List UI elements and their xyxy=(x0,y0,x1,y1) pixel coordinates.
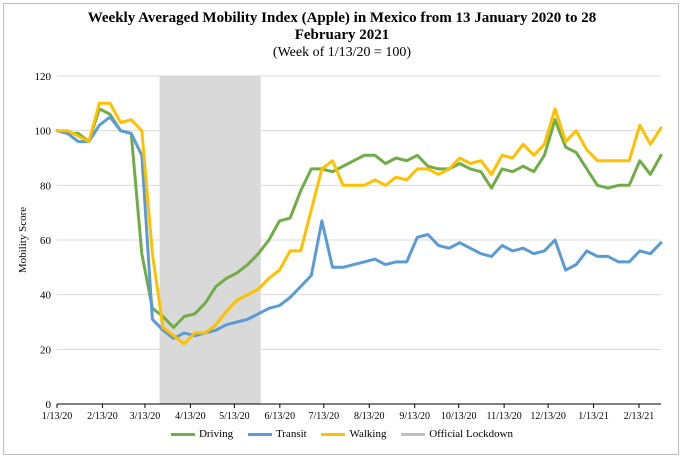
legend-swatch-walking xyxy=(321,432,346,436)
series-line-transit xyxy=(55,115,663,340)
y-tick-label: 0 xyxy=(46,399,52,411)
series-line-driving xyxy=(55,107,663,329)
chart-title: Weekly Averaged Mobility Index (Apple) i… xyxy=(87,10,597,43)
legend-swatch-transit xyxy=(247,432,272,436)
x-tick-label: 7/13/20 xyxy=(309,411,340,422)
x-tick-label: 1/13/21 xyxy=(578,411,609,422)
y-tick-label: 80 xyxy=(40,180,52,192)
x-tick-label: 4/13/20 xyxy=(175,411,206,422)
legend-item-walking: Walking xyxy=(321,428,386,440)
x-tick-label: 2/13/20 xyxy=(87,411,118,422)
x-tick-label: 1/13/20 xyxy=(42,411,73,422)
y-tick-label: 40 xyxy=(40,290,52,302)
legend-swatch-lockdown xyxy=(401,432,426,436)
chart-subtitle: (Week of 1/13/20 = 100) xyxy=(272,45,412,60)
chart-frame xyxy=(3,3,679,455)
x-tick-label: 11/13/20 xyxy=(487,411,522,422)
legend-label-driving: Driving xyxy=(198,428,234,440)
y-tick-label: 120 xyxy=(35,71,52,83)
y-tick-label: 100 xyxy=(35,126,52,138)
x-tick-label: 8/13/20 xyxy=(354,411,385,422)
x-tick-label: 2/13/21 xyxy=(624,411,655,422)
x-tick-label: 6/13/20 xyxy=(265,411,296,422)
x-tick-label: 12/13/20 xyxy=(530,411,566,422)
legend-label-lockdown: Official Lockdown xyxy=(429,428,514,440)
legend-swatch-driving xyxy=(170,432,195,436)
legend-item-driving: Driving xyxy=(170,428,234,440)
x-tick-label: 5/13/20 xyxy=(219,411,250,422)
y-tick-label: 20 xyxy=(40,344,52,356)
series-line-walking xyxy=(55,101,663,346)
legend-label-walking: Walking xyxy=(349,428,387,440)
x-tick-label: 10/13/20 xyxy=(441,411,477,422)
legend-label-transit: Transit xyxy=(275,428,307,440)
x-tick-label: 9/13/20 xyxy=(399,411,430,422)
chart-title-block: Weekly Averaged Mobility Index (Apple) i… xyxy=(0,10,684,61)
legend-item-transit: Transit xyxy=(247,428,307,440)
chart-legend: Driving Transit Walking Official Lockdow… xyxy=(0,428,684,440)
legend-item-lockdown: Official Lockdown xyxy=(401,428,513,440)
y-tick-label: 60 xyxy=(40,235,52,247)
y-axis-label: Mobility Score xyxy=(17,207,29,273)
x-tick-label: 3/13/20 xyxy=(130,411,161,422)
